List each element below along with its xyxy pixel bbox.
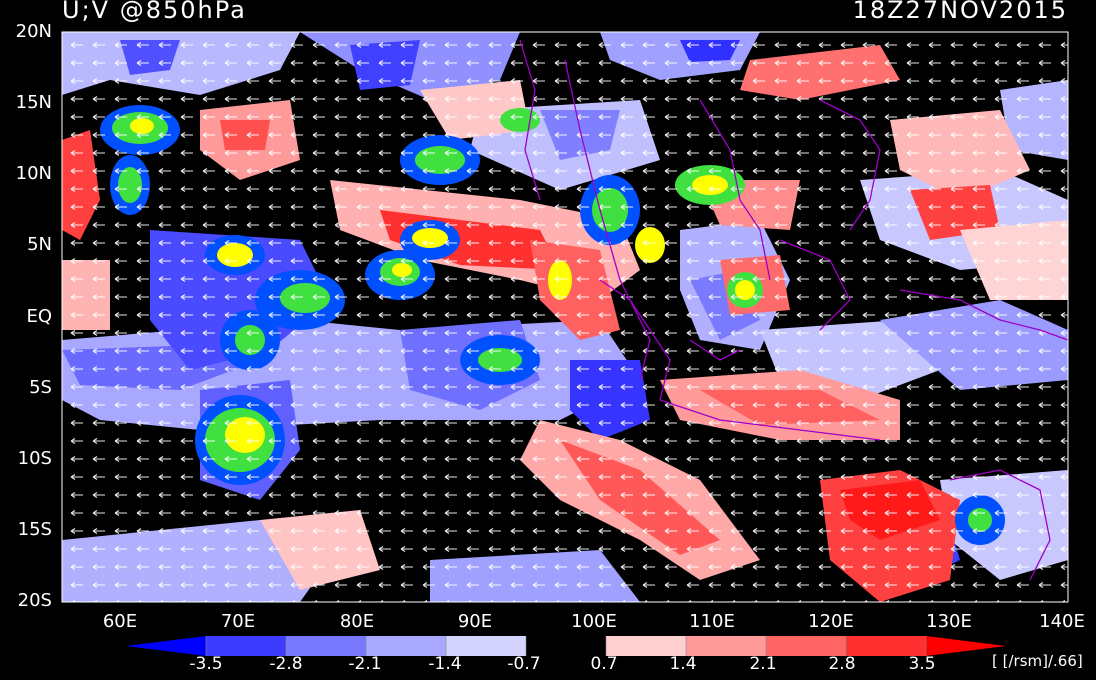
colorbar-swatch	[526, 636, 607, 656]
colorbar-swatch	[366, 636, 447, 656]
lat-label: 5N	[27, 234, 52, 255]
lat-label: EQ	[26, 306, 52, 327]
colorbar-swatch	[446, 636, 527, 656]
colorbar-label: 0.7	[590, 654, 618, 674]
colorbar-swatch	[606, 636, 687, 656]
lon-label: 130E	[926, 611, 972, 632]
colorbar-label: -1.4	[428, 654, 462, 674]
lat-label: 15N	[15, 92, 52, 113]
lat-label: 10S	[17, 448, 52, 469]
map-timestamp: 18Z27NOV2015	[852, 0, 1068, 24]
colorbar-swatch	[286, 636, 367, 656]
lat-label: 10N	[15, 163, 52, 184]
colorbar-swatch	[206, 636, 287, 656]
lon-label: 80E	[339, 611, 375, 632]
colorbar-label: 3.5	[908, 654, 936, 674]
colorbar-label: -2.8	[269, 654, 303, 674]
colorbar-arrow-low	[126, 636, 206, 656]
colorbar-label: 2.1	[749, 654, 777, 674]
lat-label: 20S	[17, 590, 52, 611]
map-field	[62, 32, 1068, 602]
colorbar-label: -0.7	[507, 654, 541, 674]
colorbar-arrow-high	[926, 636, 1006, 656]
lat-label: 20N	[15, 21, 52, 42]
lat-label: 5S	[29, 377, 52, 398]
colorbar-swatch	[766, 636, 847, 656]
colorbar-units: [ [/rsm]/.66]	[992, 652, 1083, 670]
coastlines	[519, 39, 1068, 581]
lon-label: 120E	[808, 611, 854, 632]
lat-label: 15S	[17, 519, 52, 540]
lon-label: 70E	[220, 611, 256, 632]
colorbar-label: 1.4	[669, 654, 697, 674]
map-title: U;V @850hPa	[62, 0, 247, 24]
colorbar-swatch	[686, 636, 767, 656]
colorbar-label: -3.5	[189, 654, 223, 674]
lon-label: 60E	[102, 611, 138, 632]
colorbar-label: 2.8	[828, 654, 856, 674]
lon-label: 110E	[689, 611, 735, 632]
map-frame	[61, 31, 1069, 603]
colorbar-label: -2.1	[348, 654, 382, 674]
colorbar	[126, 636, 1006, 656]
lon-label: 90E	[457, 611, 493, 632]
wind-vectors	[62, 32, 1068, 602]
colorbar-swatch	[846, 636, 927, 656]
lon-label: 140E	[1039, 611, 1085, 632]
lon-label: 100E	[571, 611, 617, 632]
